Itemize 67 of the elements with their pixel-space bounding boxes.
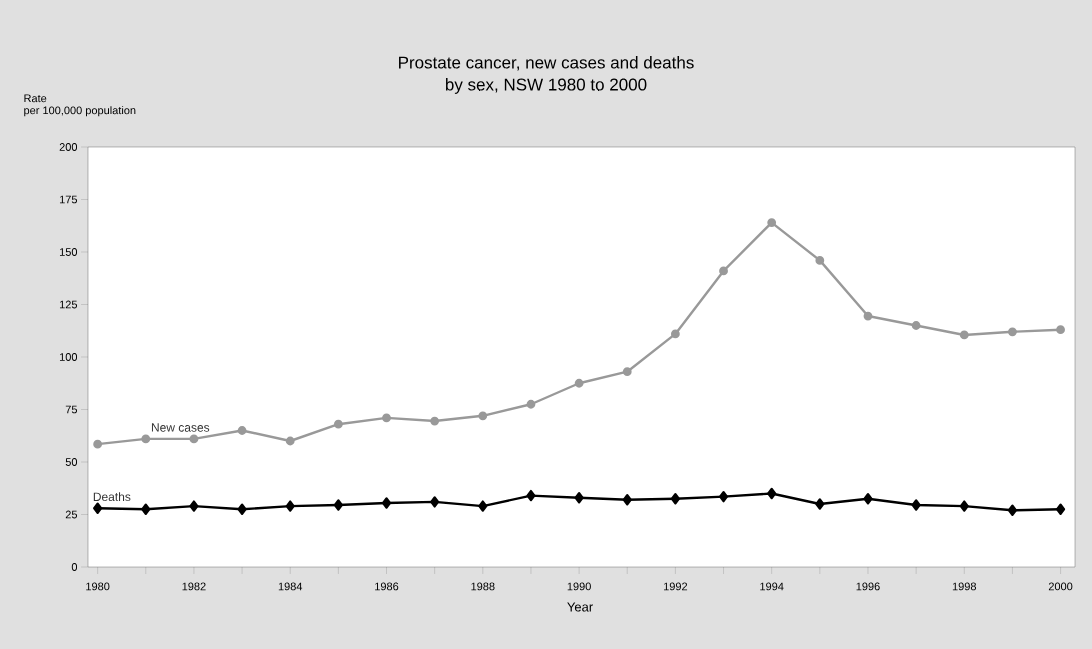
point <box>622 494 632 506</box>
y-tick-label: 125 <box>59 300 78 309</box>
chart-title: Prostate cancer, new cases and deaths by sex, NSW 1980 to 2000 <box>399 56 694 94</box>
x-tick-label: 1980 <box>86 582 110 591</box>
point <box>189 500 199 512</box>
point <box>478 411 488 421</box>
x-tick-label: 1998 <box>952 582 977 591</box>
point <box>381 497 392 509</box>
y-tick-label: 50 <box>65 458 78 466</box>
x-tick-label: 1982 <box>182 582 206 591</box>
x-tick-label: 1984 <box>278 582 303 591</box>
point <box>670 329 680 339</box>
point <box>959 500 969 512</box>
point <box>767 487 777 500</box>
point <box>622 367 632 377</box>
x-tick-label: 1994 <box>760 582 784 591</box>
y-tick-label: 150 <box>59 248 78 256</box>
point <box>815 256 825 265</box>
point <box>333 499 343 511</box>
point <box>430 496 440 508</box>
series-label: Deaths <box>93 492 131 501</box>
point <box>237 426 247 435</box>
point <box>1055 503 1066 515</box>
point <box>237 503 247 515</box>
y-tick-label: 100 <box>59 353 78 361</box>
y-tick-label: 75 <box>65 405 78 414</box>
x-tick-label: 1990 <box>567 582 591 591</box>
x-axis-title: Year <box>567 602 593 612</box>
point <box>382 413 391 423</box>
y-tick-label: 175 <box>59 195 78 204</box>
y-tick-label: 25 <box>65 510 78 519</box>
point <box>959 330 969 340</box>
point <box>767 218 777 227</box>
point <box>911 321 921 330</box>
point <box>141 434 151 444</box>
point <box>285 436 295 446</box>
point <box>574 378 584 388</box>
point <box>526 489 536 502</box>
point <box>1008 327 1017 337</box>
x-tick-label: 2000 <box>1048 582 1073 591</box>
point <box>718 490 729 503</box>
point <box>285 500 295 512</box>
point <box>911 499 921 511</box>
point <box>189 434 199 444</box>
x-tick-label: 1996 <box>856 582 880 591</box>
point <box>574 492 584 504</box>
point <box>863 493 873 505</box>
x-tick-label: 1992 <box>663 582 688 591</box>
point <box>478 500 488 512</box>
point <box>670 493 680 505</box>
point <box>93 502 103 514</box>
point <box>1056 325 1065 335</box>
series-label: New cases <box>151 423 210 432</box>
y-axis-title: Rate per 100,000 population <box>24 94 136 117</box>
point <box>93 439 103 449</box>
y-tick-label: 0 <box>71 563 78 571</box>
y-tick-label: 200 <box>59 143 78 151</box>
point <box>333 419 343 429</box>
x-tick-label: 1988 <box>471 582 495 591</box>
point <box>863 311 873 321</box>
point <box>430 416 440 426</box>
point <box>1007 504 1017 516</box>
x-tick-label: 1986 <box>375 582 399 591</box>
point <box>141 503 151 515</box>
point <box>815 498 825 510</box>
point <box>719 266 728 276</box>
point <box>526 399 536 409</box>
